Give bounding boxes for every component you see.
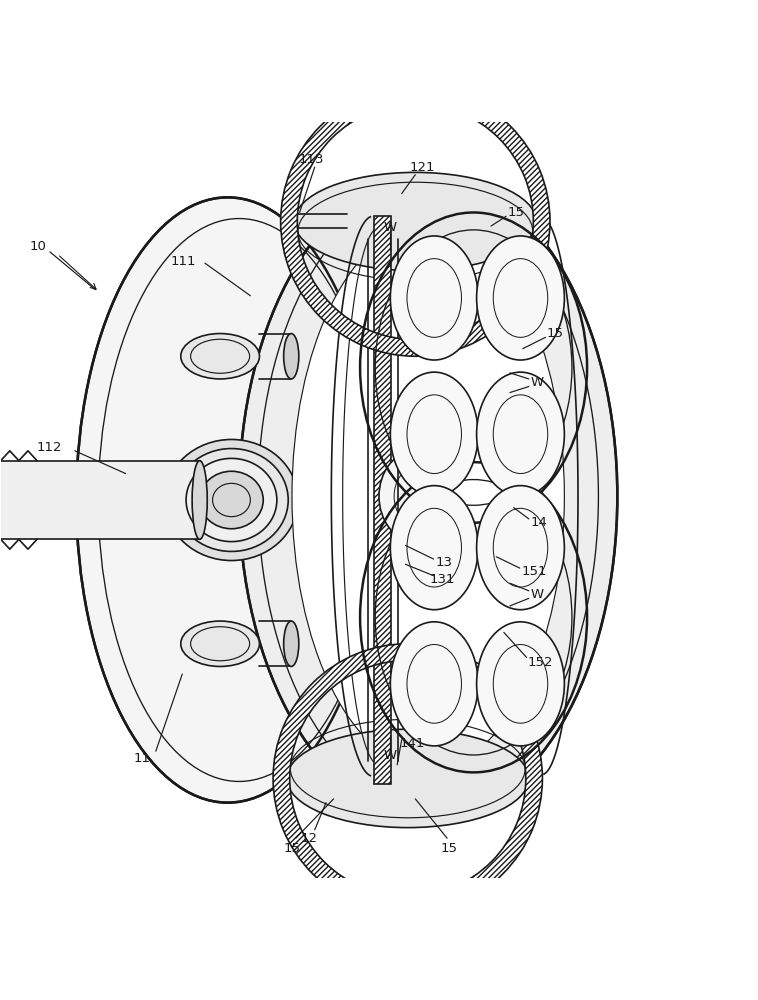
Text: 15: 15 [508, 206, 525, 219]
Ellipse shape [192, 461, 207, 539]
Text: W: W [384, 749, 397, 762]
Ellipse shape [390, 372, 478, 496]
Text: 121: 121 [409, 161, 435, 174]
Ellipse shape [283, 334, 299, 379]
Ellipse shape [390, 236, 478, 360]
Wedge shape [273, 644, 543, 913]
Ellipse shape [294, 172, 537, 271]
Ellipse shape [390, 486, 478, 610]
Ellipse shape [379, 451, 452, 542]
Ellipse shape [390, 622, 478, 746]
Ellipse shape [199, 471, 263, 529]
Bar [374, 216, 391, 784]
Ellipse shape [174, 449, 288, 551]
Text: 10: 10 [30, 240, 46, 253]
Text: W: W [531, 588, 543, 601]
Text: 15: 15 [283, 842, 300, 855]
Ellipse shape [477, 486, 565, 610]
Text: W: W [531, 376, 543, 389]
Text: 12: 12 [301, 832, 318, 845]
Text: 112: 112 [37, 441, 62, 454]
Ellipse shape [165, 439, 298, 561]
Text: 14: 14 [531, 516, 547, 529]
Text: 111: 111 [171, 255, 196, 268]
Ellipse shape [477, 236, 565, 360]
Ellipse shape [287, 729, 529, 828]
Ellipse shape [239, 175, 617, 818]
Ellipse shape [186, 458, 277, 542]
Ellipse shape [180, 334, 259, 379]
Ellipse shape [77, 197, 379, 803]
Bar [1, 461, 199, 539]
Wedge shape [280, 87, 550, 356]
Text: 11: 11 [133, 752, 150, 765]
Text: 113: 113 [298, 153, 324, 166]
Ellipse shape [477, 622, 565, 746]
Ellipse shape [180, 621, 259, 666]
Text: 141: 141 [399, 737, 424, 750]
Text: W: W [384, 221, 397, 234]
Text: 152: 152 [528, 656, 553, 669]
Ellipse shape [477, 372, 565, 496]
Text: 131: 131 [430, 573, 456, 586]
Text: 13: 13 [436, 556, 453, 569]
Ellipse shape [283, 621, 299, 666]
Text: 15: 15 [440, 842, 457, 855]
Text: 15: 15 [547, 327, 564, 340]
Ellipse shape [292, 224, 565, 769]
Text: 151: 151 [522, 565, 547, 578]
